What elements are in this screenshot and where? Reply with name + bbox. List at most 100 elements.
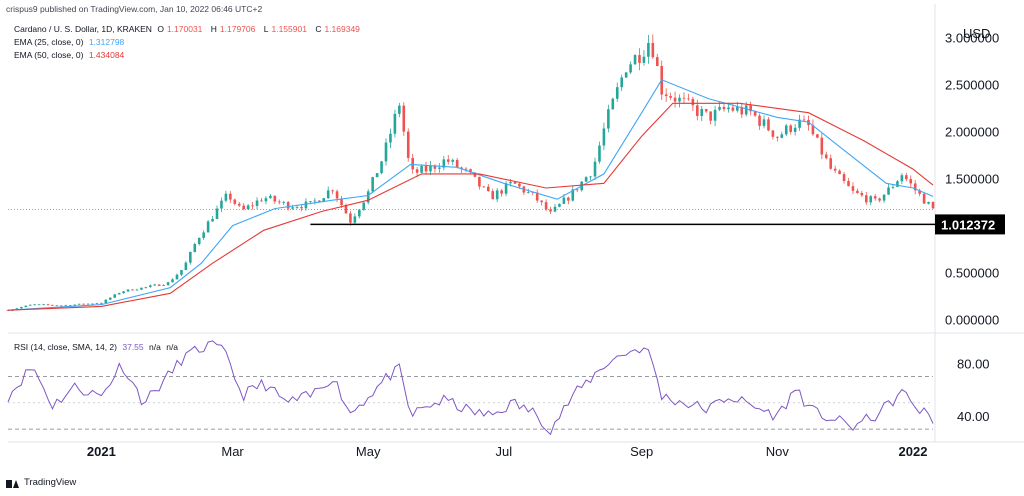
candle-body: [629, 64, 632, 73]
candle-body: [824, 154, 828, 159]
candle-body: [313, 200, 317, 202]
candle-body: [68, 305, 72, 307]
candle-body: [380, 161, 383, 174]
candle-body: [798, 119, 801, 128]
candle-body: [269, 195, 272, 199]
candle-body: [873, 196, 877, 199]
candle-body: [438, 167, 441, 169]
candle-body: [291, 207, 294, 209]
ema50-line: [7, 102, 934, 311]
candle-body: [33, 304, 36, 306]
candle-body: [282, 202, 286, 203]
candle-body: [567, 197, 570, 201]
candle-body: [335, 191, 339, 199]
candle-body: [91, 303, 94, 305]
candle-body: [251, 205, 254, 207]
candle-body: [193, 244, 197, 252]
candle-body: [722, 106, 726, 110]
tradingview-footer[interactable]: TradingView: [6, 477, 76, 488]
candle-body: [842, 174, 846, 182]
candle-body: [42, 304, 45, 306]
candle-body: [371, 177, 374, 192]
candle-body: [15, 308, 19, 310]
candle-body: [518, 183, 521, 187]
candle-body: [95, 303, 99, 305]
candle-body: [184, 262, 188, 271]
publish-header: crispus9 published on TradingView.com, J…: [6, 4, 263, 14]
candle-body: [736, 106, 739, 111]
candle-body: [793, 127, 797, 132]
candle-body: [624, 72, 628, 78]
candle-body: [758, 115, 761, 126]
price-tick-label: 0.000000: [945, 313, 999, 328]
candle-body: [611, 98, 615, 110]
candle-body: [682, 97, 686, 99]
candle-body: [411, 157, 414, 170]
candle-body: [215, 208, 219, 219]
candle-body: [878, 198, 881, 201]
candle-body: [309, 201, 312, 202]
candle-body: [24, 305, 28, 308]
candle-body: [780, 134, 784, 138]
candle-body: [295, 207, 299, 208]
candle-body: [860, 192, 864, 196]
ema50-label: EMA (50, close, 0): [14, 50, 84, 60]
ema25-legend[interactable]: EMA (25, close, 0) 1.312798: [14, 37, 127, 47]
symbol-title: Cardano / U. S. Dollar, 1D, KRAKEN: [14, 24, 152, 34]
candle-body: [384, 142, 388, 162]
rsi-pane: [7, 340, 934, 436]
candle-body: [905, 175, 908, 180]
candle-body: [469, 169, 472, 173]
candle-body: [229, 193, 232, 200]
tradingview-brand: TradingView: [24, 477, 77, 488]
candle-body: [856, 190, 859, 193]
candle-body: [615, 87, 619, 99]
candle-body: [260, 200, 263, 202]
candle-body: [197, 237, 201, 245]
candle-body: [651, 42, 655, 58]
candle-body: [816, 134, 819, 138]
candle-body: [922, 193, 926, 204]
symbol-legend[interactable]: Cardano / U. S. Dollar, 1D, KRAKEN O 1.17…: [14, 24, 366, 34]
ohlc-low: L 1.155901: [263, 24, 307, 34]
candle-body: [900, 175, 904, 182]
candle-body: [789, 125, 792, 132]
candle-body: [687, 98, 690, 100]
candle-body: [28, 304, 32, 306]
candle-body: [433, 165, 437, 169]
ema25-value: 1.312798: [88, 37, 125, 47]
candle-body: [64, 305, 68, 307]
candle-body: [162, 285, 165, 286]
candle-body: [362, 202, 366, 210]
candle-body: [811, 125, 815, 135]
candle-body: [513, 182, 517, 184]
candle-body: [664, 94, 668, 97]
candle-body: [140, 287, 143, 290]
candle-body: [104, 299, 108, 304]
candle-body: [486, 186, 490, 192]
candle-body: [718, 106, 721, 110]
rsi-label: RSI (14, close, SMA, 14, 2): [14, 342, 117, 352]
ema50-value: 1.434084: [88, 50, 125, 60]
rsi-legend[interactable]: RSI (14, close, SMA, 14, 2) 37.55 n/a n/…: [14, 342, 181, 352]
ema50-legend[interactable]: EMA (50, close, 0) 1.434084: [14, 50, 127, 60]
candle-body: [180, 270, 183, 275]
price-tick-label: 2.500000: [945, 78, 999, 93]
price-tick-label: 0.500000: [945, 266, 999, 281]
candle-body: [678, 97, 681, 102]
candle-body: [446, 159, 450, 162]
candle-body: [51, 304, 54, 306]
candle-body: [135, 289, 139, 291]
candle-body: [211, 218, 214, 222]
candle-body: [149, 285, 152, 287]
candle-body: [527, 191, 530, 193]
currency-label: USD: [963, 26, 990, 41]
candle-body: [820, 137, 824, 155]
candle-body: [126, 289, 130, 292]
support-price-tag: [935, 214, 1005, 235]
candle-body: [429, 165, 432, 172]
candle-body: [113, 294, 117, 298]
candle-body: [375, 173, 379, 178]
candle-body: [451, 159, 455, 162]
candle-body: [504, 183, 508, 194]
